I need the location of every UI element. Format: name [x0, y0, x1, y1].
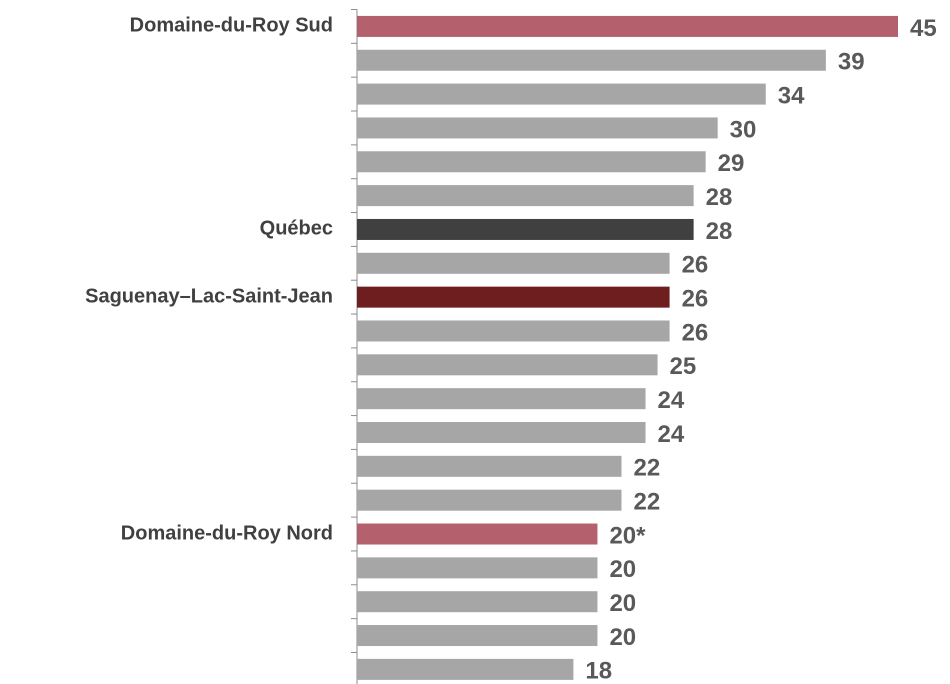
bar	[357, 83, 766, 105]
bar	[357, 354, 658, 376]
bar	[357, 523, 598, 545]
bar	[357, 185, 694, 207]
value-label: 45	[910, 15, 937, 42]
value-label: 20	[609, 590, 636, 617]
category-label: Québec	[260, 218, 333, 240]
value-label: 20*	[609, 522, 646, 549]
value-label: 20	[609, 556, 636, 583]
value-label: 18	[585, 658, 612, 684]
bar	[357, 591, 598, 613]
bar	[357, 15, 898, 37]
value-label: 26	[682, 319, 709, 346]
category-label: Domaine-du-Roy Sud	[130, 15, 333, 37]
bar	[357, 489, 622, 511]
value-label: 39	[838, 49, 865, 76]
bar	[357, 218, 694, 240]
value-label: 24	[658, 387, 685, 414]
bar	[357, 388, 646, 410]
bar	[357, 320, 670, 342]
bar	[357, 117, 718, 139]
value-label: 28	[706, 218, 733, 245]
value-label: 34	[778, 82, 805, 109]
bar	[357, 252, 670, 274]
bar	[357, 557, 598, 579]
value-label: 30	[730, 116, 757, 143]
bar	[357, 658, 574, 680]
value-label: 26	[682, 285, 709, 312]
value-label: 29	[718, 150, 745, 177]
value-label: 25	[670, 353, 697, 380]
bar	[357, 151, 706, 173]
bar	[357, 286, 670, 308]
category-label: Domaine-du-Roy Nord	[121, 522, 333, 544]
value-label: 24	[658, 421, 685, 448]
bar	[357, 49, 826, 71]
value-label: 22	[633, 455, 660, 482]
value-label: 20	[609, 624, 636, 651]
bar	[357, 625, 598, 647]
value-label: 26	[682, 252, 709, 279]
value-label: 28	[706, 184, 733, 211]
bar	[357, 422, 646, 443]
bar	[357, 455, 622, 477]
category-label: Saguenay–Lac-Saint-Jean	[85, 285, 333, 307]
value-label: 22	[633, 489, 660, 516]
